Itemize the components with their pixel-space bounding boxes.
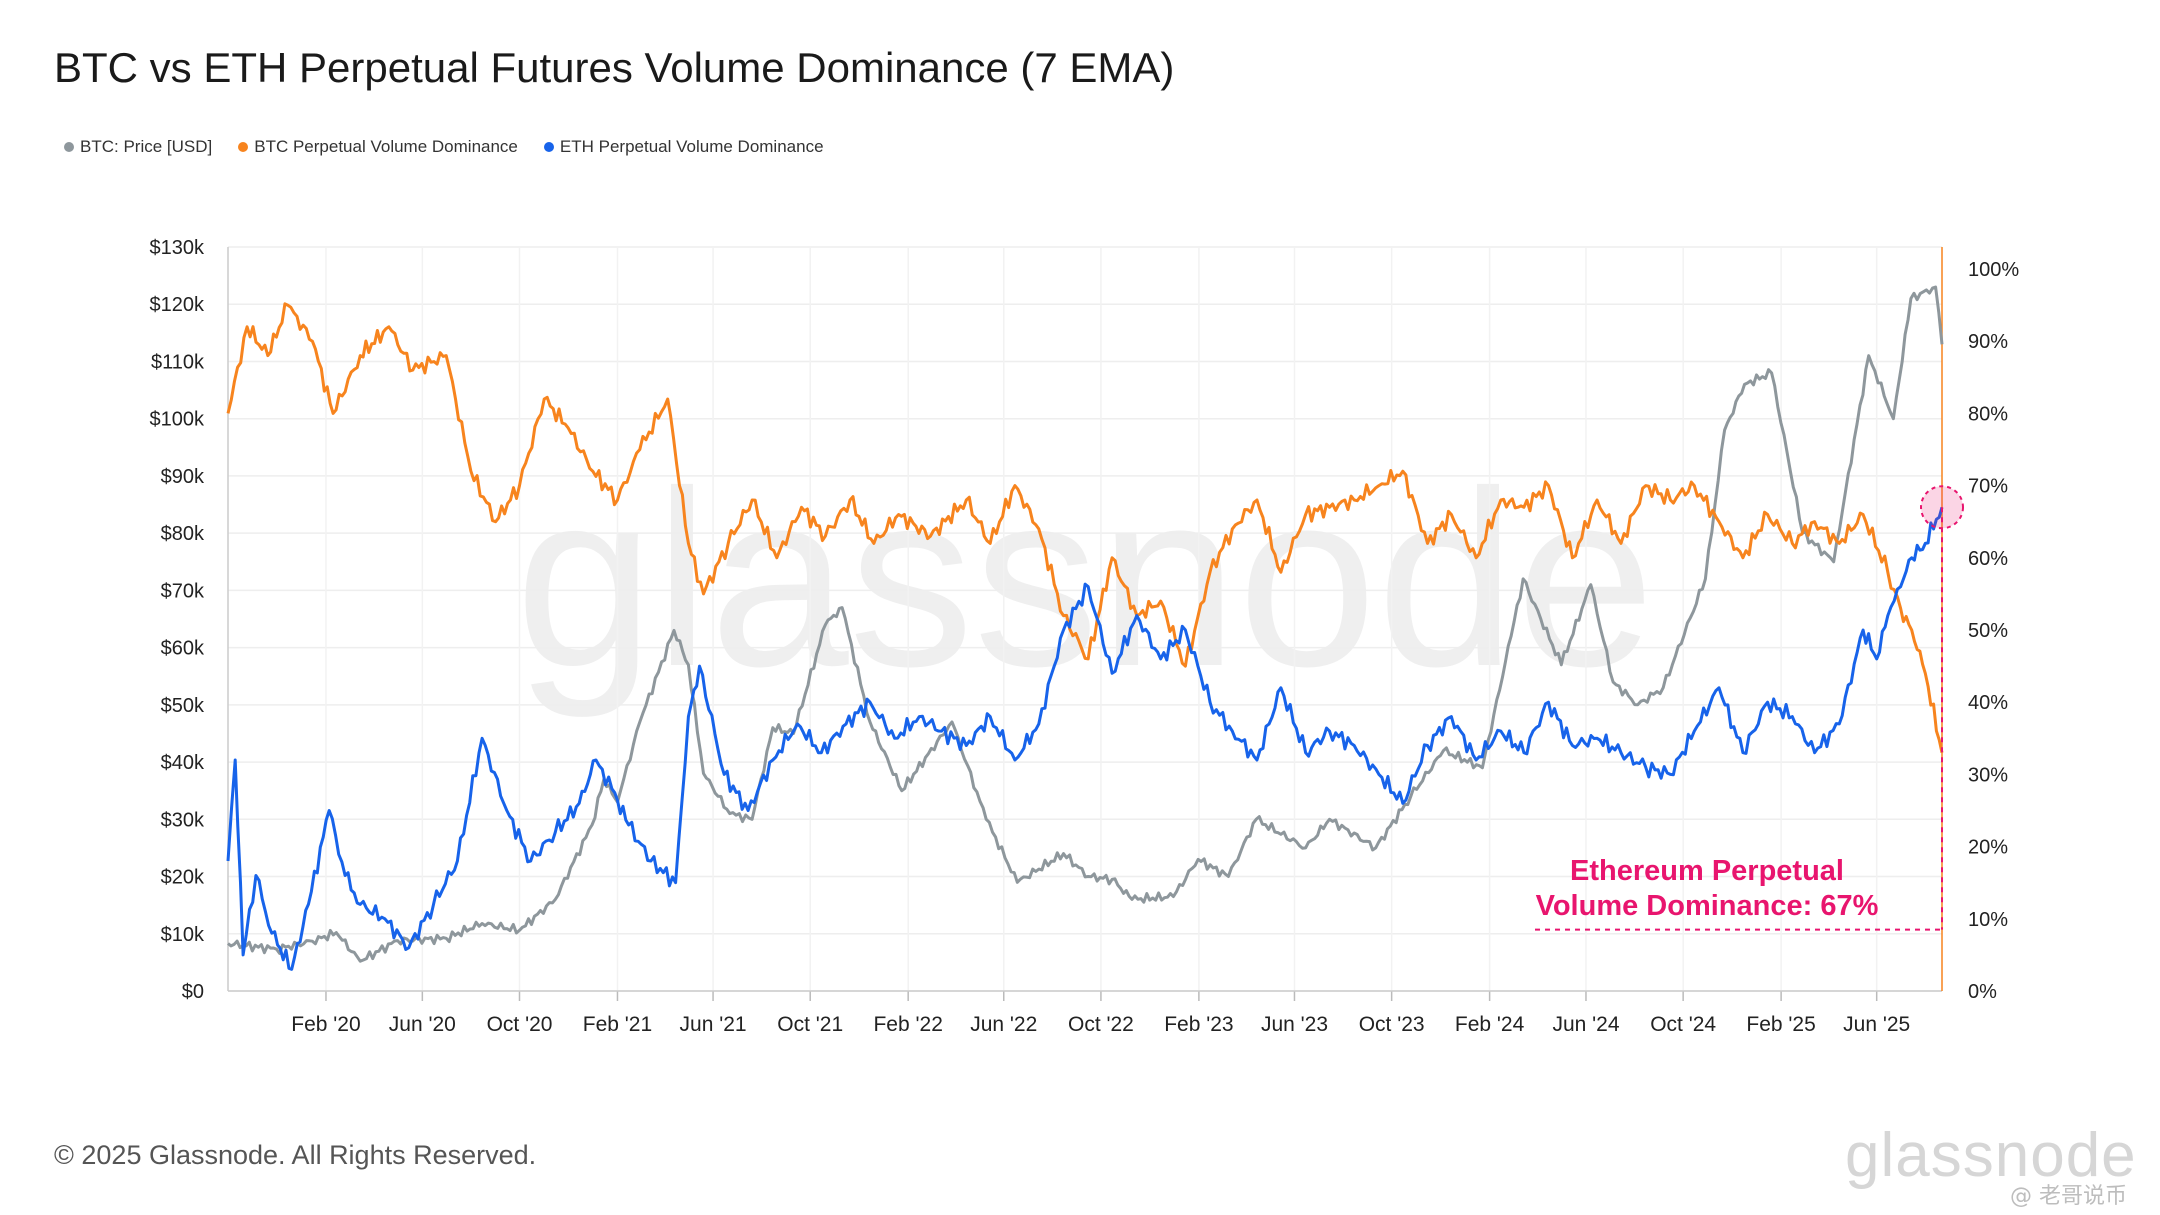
chart-watermark: glassnode bbox=[515, 439, 1655, 718]
btc-price-line bbox=[227, 285, 1944, 963]
axis-layer: $0 $10k $20k $30k $40k $50k $60k $70k $80k $90k $1… bbox=[150, 237, 2020, 1036]
y-right-tick-label: 80% bbox=[1968, 403, 2008, 425]
x-tick-label: Jun '20 bbox=[389, 1013, 456, 1036]
y-right-tick-label: 70% bbox=[1968, 476, 2008, 498]
x-tick-label: Oct '20 bbox=[487, 1013, 553, 1036]
y-left-tick-label: $90k bbox=[161, 466, 205, 488]
x-tick-label: Oct '22 bbox=[1068, 1013, 1134, 1036]
grid-layer bbox=[228, 246, 1942, 992]
y-right-tick-label: 20% bbox=[1968, 837, 2008, 859]
x-tick-label: Jun '25 bbox=[1843, 1013, 1910, 1036]
annotation-label-line2: Volume Dominance: 67% bbox=[1536, 890, 1879, 922]
y-right-tick-label: 10% bbox=[1968, 909, 2008, 931]
y-left-tick-label: $60k bbox=[161, 638, 205, 660]
y-left-tick-label: $70k bbox=[161, 580, 205, 602]
legend-dot-eth-dominance bbox=[543, 142, 554, 152]
corner-watermark: @ 老哥说币 bbox=[2010, 1184, 2127, 1209]
x-tick-label: Feb '24 bbox=[1455, 1013, 1525, 1036]
y-right-tick-label: 100% bbox=[1968, 259, 2019, 281]
legend-dot-btc-dominance bbox=[238, 142, 249, 152]
legend-label-eth-dominance: ETH Perpetual Volume Dominance bbox=[559, 137, 824, 156]
x-tick-label: Oct '21 bbox=[777, 1013, 843, 1036]
y-left-tick-label: $0 bbox=[182, 981, 204, 1003]
x-tick-label: Oct '23 bbox=[1359, 1013, 1425, 1036]
y-left-tick-label: $30k bbox=[161, 809, 205, 831]
glassnode-logo: glassnode bbox=[1845, 1121, 2137, 1190]
legend-item-eth-dominance[interactable]: ETH Perpetual Volume Dominance bbox=[543, 137, 824, 157]
btc-dominance-line bbox=[226, 302, 1944, 754]
y-left-tick-label: $40k bbox=[161, 752, 205, 774]
legend-item-btc-dominance[interactable]: BTC Perpetual Volume Dominance bbox=[238, 137, 518, 157]
x-tick-label: Jun '21 bbox=[680, 1013, 747, 1036]
y-left-tick-label: $20k bbox=[161, 867, 205, 889]
x-tick-label: Feb '21 bbox=[583, 1013, 652, 1036]
y-left-tick-label: $10k bbox=[161, 924, 205, 946]
eth-dominance-line bbox=[226, 506, 1944, 971]
x-tick-label: Jun '23 bbox=[1261, 1013, 1328, 1036]
y-right-tick-label: 0% bbox=[1968, 981, 1997, 1003]
annotation-highlight-circle bbox=[1920, 485, 1964, 530]
y-right-tick-label: 40% bbox=[1968, 692, 2008, 714]
x-tick-label: Jun '24 bbox=[1552, 1013, 1619, 1036]
copyright-text: © 2025 Glassnode. All Rights Reserved. bbox=[54, 1140, 537, 1170]
x-tick-label: Jun '22 bbox=[970, 1013, 1037, 1036]
y-left-tick-label: $120k bbox=[150, 294, 205, 316]
legend-item-btc-price[interactable]: BTC: Price [USD] bbox=[64, 137, 212, 157]
y-right-tick-label: 30% bbox=[1968, 764, 2008, 786]
x-tick-label: Feb '20 bbox=[291, 1013, 360, 1036]
chart-title: BTC vs ETH Perpetual Futures Volume Domi… bbox=[54, 44, 1175, 91]
x-tick-label: Feb '22 bbox=[873, 1013, 942, 1036]
y-left-tick-label: $80k bbox=[161, 523, 205, 545]
series-layer bbox=[226, 285, 1944, 971]
legend-dot-btc-price bbox=[64, 142, 74, 152]
x-tick-label: Feb '25 bbox=[1746, 1013, 1815, 1036]
y-right-tick-label: 90% bbox=[1968, 331, 2008, 353]
legend: BTC: Price [USD] BTC Perpetual Volume Do… bbox=[64, 137, 824, 157]
y-right-tick-label: 60% bbox=[1968, 548, 2008, 570]
y-left-tick-label: $50k bbox=[161, 695, 205, 717]
x-tick-label: Oct '24 bbox=[1650, 1013, 1716, 1036]
legend-label-btc-dominance: BTC Perpetual Volume Dominance bbox=[254, 137, 518, 156]
y-left-tick-label: $110k bbox=[151, 351, 205, 373]
y-left-tick-label: $100k bbox=[150, 409, 205, 431]
y-right-tick-label: 50% bbox=[1968, 620, 2008, 642]
x-tick-label: Feb '23 bbox=[1164, 1013, 1233, 1036]
y-left-tick-label: $130k bbox=[150, 237, 205, 259]
legend-label-btc-price: BTC: Price [USD] bbox=[80, 137, 213, 156]
annotation-label-line1: Ethereum Perpetual bbox=[1570, 855, 1844, 887]
